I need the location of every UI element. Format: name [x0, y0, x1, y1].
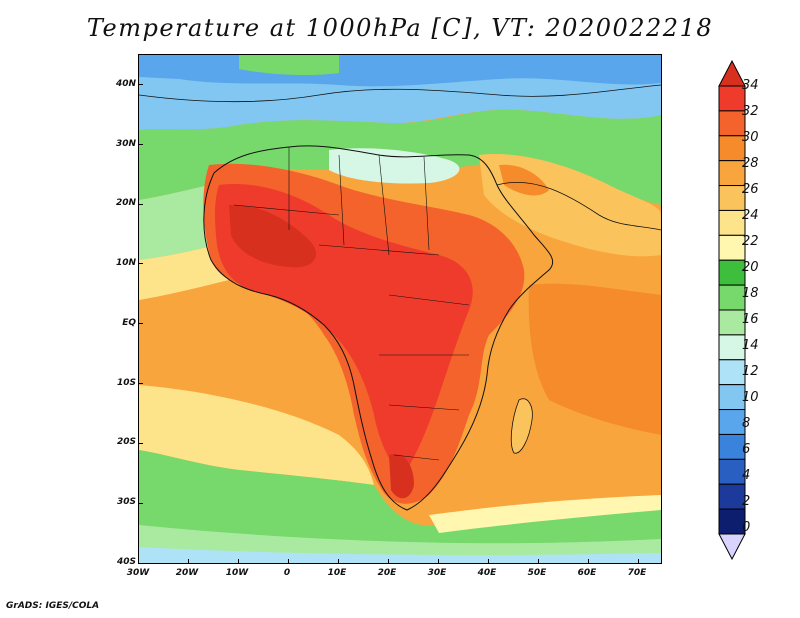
lon-tick — [388, 559, 389, 564]
lon-label-60e: 60E — [577, 568, 597, 578]
lon-tick — [188, 559, 189, 564]
southern-cool-band — [139, 547, 661, 563]
colorbar-label-0: 0 — [742, 520, 751, 535]
colorbar-label-12: 12 — [742, 364, 759, 379]
country-borders — [233, 147, 470, 461]
colorbar-label-32: 32 — [742, 104, 759, 119]
lon-label-30e: 30E — [427, 568, 447, 578]
lon-tick — [638, 559, 639, 564]
map-canvas — [139, 55, 661, 563]
lat-tick — [138, 84, 143, 85]
arabia-coastline — [496, 181, 661, 231]
south-africa-hottest-core — [389, 454, 414, 499]
lat-tick — [138, 323, 143, 324]
colorbar-label-6: 6 — [742, 442, 751, 457]
africa-coastline — [203, 145, 554, 511]
europe-coastline — [139, 84, 661, 103]
colorbar-bottom-triangle — [718, 533, 746, 560]
lat-label-30n: 30N — [115, 139, 136, 149]
chart-title: Temperature at 1000hPa [C], VT: 20200222… — [86, 14, 714, 42]
lon-label-0: 0 — [283, 568, 291, 578]
lon-tick — [338, 559, 339, 564]
colorbar-label-34: 34 — [742, 78, 759, 93]
indian-ocean-warm-region — [528, 283, 661, 435]
colorbar-swatch — [718, 409, 746, 435]
libya-cool-region — [329, 148, 460, 184]
lat-label-30s: 30S — [116, 497, 136, 507]
colorbar-swatch — [718, 384, 746, 411]
west-africa-hottest-core — [229, 204, 317, 268]
south-indian-yellow-band — [429, 495, 661, 533]
lat-tick — [138, 443, 143, 444]
europe-cold-region — [139, 55, 661, 87]
lat-label-10s: 10S — [116, 378, 136, 388]
colorbar-swatch — [718, 209, 746, 236]
lon-tick — [438, 559, 439, 564]
south-atlantic-yellow-band — [139, 385, 374, 485]
lat-label-20n: 20N — [115, 198, 136, 208]
lon-label-50e: 50E — [527, 568, 547, 578]
lon-tick — [588, 559, 589, 564]
lat-label-40s: 40S — [116, 557, 136, 567]
lon-tick — [288, 559, 289, 564]
lon-label-10e: 10E — [327, 568, 347, 578]
lon-tick — [488, 559, 489, 564]
lat-tick — [138, 263, 143, 264]
colorbar — [718, 60, 746, 560]
lat-label-40n: 40N — [115, 79, 136, 89]
colorbar-label-24: 24 — [742, 208, 759, 223]
colorbar-label-2: 2 — [742, 494, 751, 509]
lat-tick — [138, 383, 143, 384]
colorbar-label-16: 16 — [742, 312, 759, 327]
lat-label-eq: EQ — [122, 318, 136, 328]
colorbar-label-26: 26 — [742, 182, 759, 197]
colorbar-swatch — [718, 433, 746, 460]
lon-tick — [238, 559, 239, 564]
lon-tick — [538, 559, 539, 564]
lon-label-30w: 30W — [126, 568, 150, 578]
lat-label-20s: 20S — [116, 437, 136, 447]
colorbar-label-14: 14 — [742, 338, 759, 353]
colorbar-swatch — [718, 309, 746, 336]
colorbar-swatch — [718, 284, 746, 311]
lat-tick — [138, 503, 143, 504]
colorbar-label-20: 20 — [742, 260, 759, 275]
southern-ocean-green-band — [139, 450, 661, 563]
colorbar-swatch — [718, 458, 746, 485]
lon-label-20w: 20W — [175, 568, 199, 578]
red-sea-hot-spot — [499, 164, 549, 196]
colorbar-label-28: 28 — [742, 156, 759, 171]
credit-label: GrADS: IGES/COLA — [6, 601, 100, 611]
colorbar-label-10: 10 — [742, 390, 759, 405]
colorbar-swatches — [718, 60, 746, 560]
colorbar-label-4: 4 — [742, 468, 751, 483]
lat-tick — [138, 204, 143, 205]
colorbar-label-22: 22 — [742, 234, 759, 249]
lon-label-20e: 20E — [377, 568, 397, 578]
temperature-map — [138, 54, 662, 564]
lat-label-10n: 10N — [115, 258, 136, 268]
colorbar-swatch — [718, 234, 746, 261]
colorbar-label-8: 8 — [742, 416, 751, 431]
colorbar-swatch — [718, 359, 746, 386]
colorbar-label-18: 18 — [742, 286, 759, 301]
colorbar-swatch — [718, 483, 746, 510]
lat-tick — [138, 144, 143, 145]
lon-label-40e: 40E — [477, 568, 497, 578]
iberia-green-region — [239, 55, 339, 76]
colorbar-label-30: 30 — [742, 130, 759, 145]
lon-label-70e: 70E — [627, 568, 647, 578]
madagascar-outline — [510, 398, 533, 454]
lon-label-10w: 10W — [225, 568, 249, 578]
colorbar-swatch — [718, 508, 746, 535]
